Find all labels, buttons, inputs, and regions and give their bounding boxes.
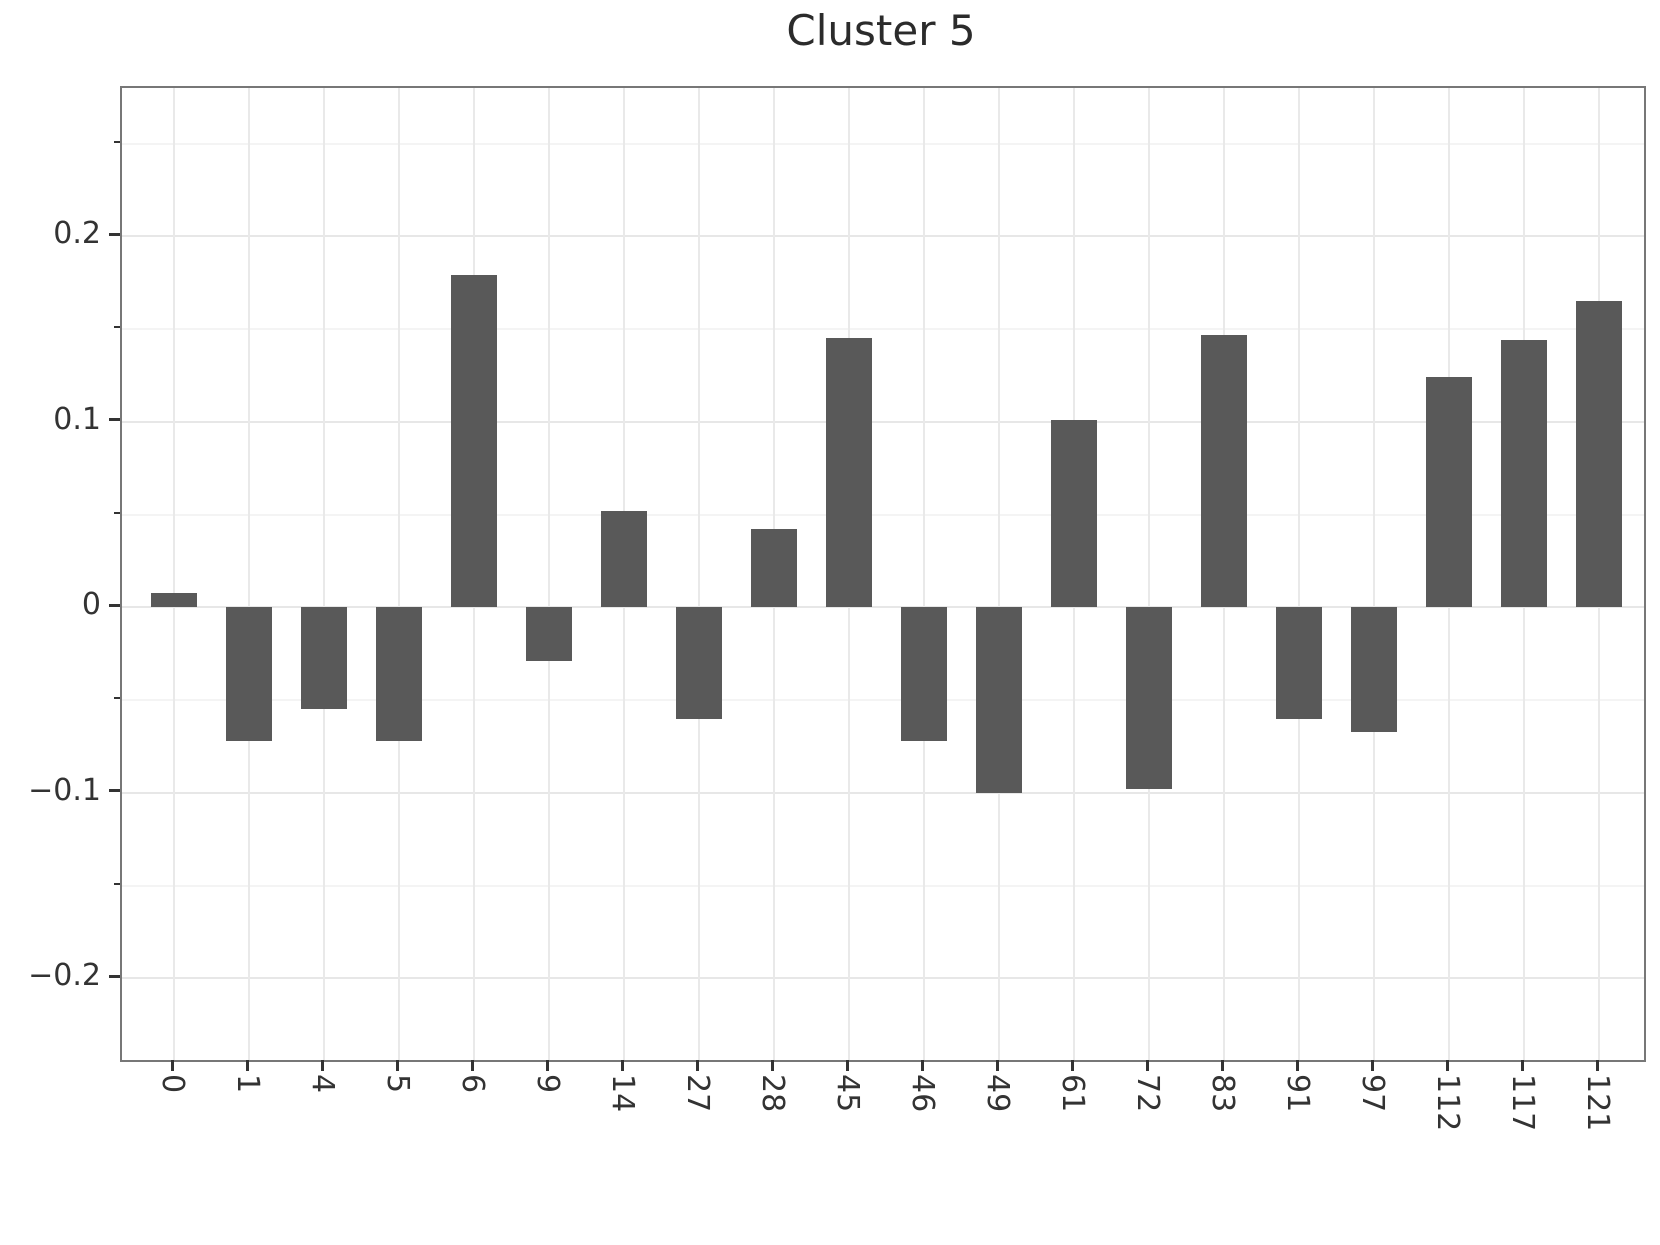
x-tick (546, 1060, 549, 1071)
minor-gridline (122, 328, 1644, 331)
bar (526, 607, 572, 662)
x-tick (921, 1060, 924, 1071)
y-minor-tick (114, 140, 120, 143)
x-tick (1071, 1060, 1074, 1071)
x-tick-label: 5 (380, 1074, 415, 1094)
y-tick (109, 789, 120, 793)
y-tick (109, 974, 120, 978)
y-minor-tick (114, 697, 120, 700)
category-gridline (1373, 88, 1375, 1060)
y-tick (109, 418, 120, 422)
x-tick-label: 45 (830, 1074, 865, 1113)
category-gridline (323, 88, 325, 1060)
bar (976, 607, 1022, 793)
x-tick-label: 61 (1055, 1074, 1090, 1113)
x-tick-label: 9 (530, 1074, 565, 1094)
x-tick (621, 1060, 624, 1071)
x-tick (471, 1060, 474, 1071)
major-gridline (122, 606, 1644, 609)
bar (301, 607, 347, 710)
y-minor-tick (114, 326, 120, 329)
minor-gridline (122, 699, 1644, 702)
y-minor-tick (114, 882, 120, 885)
x-tick-label: 46 (905, 1074, 940, 1113)
category-gridline (998, 88, 1000, 1060)
x-tick (696, 1060, 699, 1071)
minor-gridline (122, 142, 1644, 145)
bar (826, 338, 872, 608)
x-tick-label: 97 (1355, 1074, 1390, 1113)
category-gridline (698, 88, 700, 1060)
minor-gridline (122, 513, 1644, 516)
major-gridline (122, 791, 1644, 794)
x-tick (771, 1060, 774, 1071)
y-tick-label: 0 (81, 587, 101, 623)
x-tick-label: 83 (1205, 1074, 1240, 1113)
major-gridline (122, 420, 1644, 423)
x-tick (1446, 1060, 1449, 1071)
bar (451, 275, 497, 608)
x-tick-label: 28 (755, 1074, 790, 1113)
x-tick-label: 1 (230, 1074, 265, 1094)
bar (1276, 607, 1322, 719)
bar (1576, 301, 1622, 608)
y-tick-label: −0.2 (28, 958, 101, 994)
x-tick-label: 27 (680, 1074, 715, 1113)
x-tick-label: 49 (980, 1074, 1015, 1113)
x-tick-label: 14 (605, 1074, 640, 1113)
x-tick-label: 0 (155, 1074, 190, 1094)
bar (1051, 420, 1097, 608)
x-tick (1146, 1060, 1149, 1071)
x-tick (996, 1060, 999, 1071)
x-tick (321, 1060, 324, 1071)
x-tick-label: 91 (1280, 1074, 1315, 1113)
x-tick-label: 117 (1505, 1074, 1540, 1132)
minor-gridline (122, 884, 1644, 887)
y-tick-label: −0.1 (28, 772, 101, 808)
y-tick-label: 0.1 (53, 401, 101, 437)
category-gridline (398, 88, 400, 1060)
bar (1201, 334, 1247, 608)
bar (1351, 607, 1397, 732)
bar (676, 607, 722, 719)
y-minor-tick (114, 511, 120, 514)
category-gridline (1298, 88, 1300, 1060)
x-tick (1371, 1060, 1374, 1071)
plot-area (120, 86, 1646, 1062)
x-tick (1521, 1060, 1524, 1071)
category-gridline (173, 88, 175, 1060)
x-tick (1596, 1060, 1599, 1071)
major-gridline (122, 977, 1644, 980)
category-gridline (1148, 88, 1150, 1060)
x-tick (1296, 1060, 1299, 1071)
y-tick-label: 0.2 (53, 216, 101, 252)
bar (151, 592, 197, 608)
major-gridline (122, 235, 1644, 238)
x-tick-label: 4 (305, 1074, 340, 1094)
bar (1126, 607, 1172, 790)
y-tick (109, 232, 120, 236)
bar (226, 607, 272, 741)
category-gridline (923, 88, 925, 1060)
bar (1426, 377, 1472, 608)
x-tick-label: 112 (1430, 1074, 1465, 1132)
x-tick-label: 6 (455, 1074, 490, 1094)
x-tick (396, 1060, 399, 1071)
x-tick (246, 1060, 249, 1071)
bar (1501, 340, 1547, 608)
bar (751, 529, 797, 608)
category-gridline (548, 88, 550, 1060)
bar (901, 607, 947, 741)
bar (601, 510, 647, 608)
x-tick (171, 1060, 174, 1071)
x-tick-label: 72 (1130, 1074, 1165, 1113)
x-tick (846, 1060, 849, 1071)
category-gridline (248, 88, 250, 1060)
bar (376, 607, 422, 741)
x-tick (1221, 1060, 1224, 1071)
chart-title: Cluster 5 (786, 6, 976, 55)
y-tick (109, 603, 120, 607)
x-tick-label: 121 (1580, 1074, 1615, 1132)
